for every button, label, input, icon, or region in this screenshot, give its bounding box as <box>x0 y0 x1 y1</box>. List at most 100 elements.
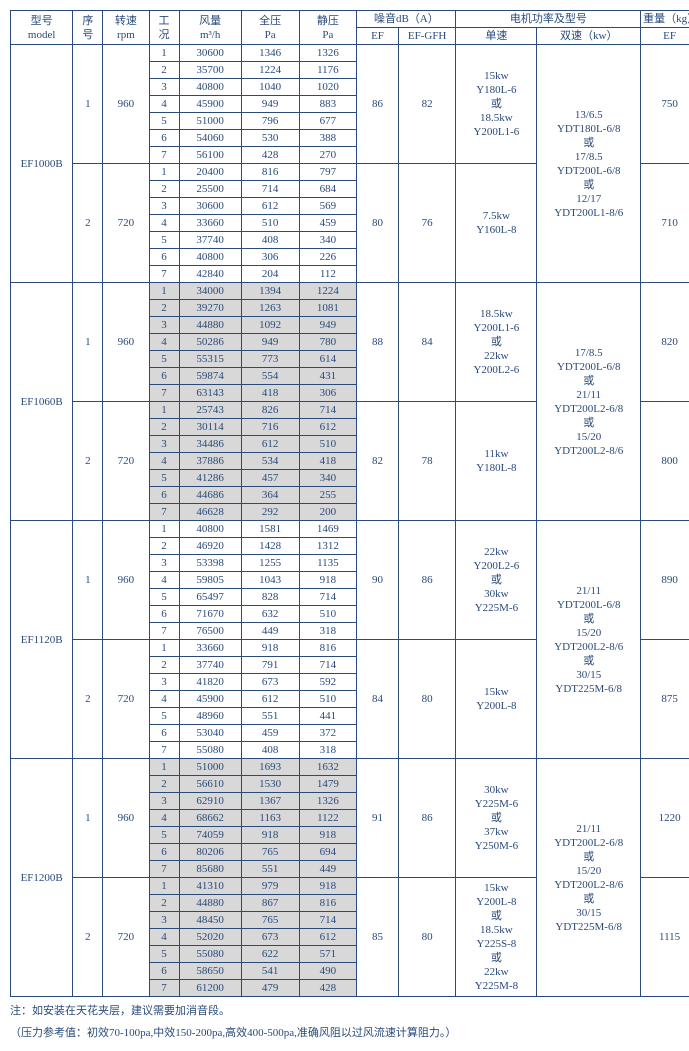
hdr-ss: 双速（kw） <box>537 28 641 45</box>
cell-gk: 6 <box>149 368 179 385</box>
cell-fl: 40800 <box>179 249 241 266</box>
cell-fl: 45900 <box>179 96 241 113</box>
hdr-jy: 静压Pa <box>299 11 357 45</box>
cell-gk: 4 <box>149 334 179 351</box>
cell-ds: 18.5kwY200L1-6或22kwY200L2-6 <box>456 283 537 402</box>
cell-fl: 53040 <box>179 725 241 742</box>
cell-qy: 479 <box>241 980 299 997</box>
cell-gfh: 76 <box>398 164 456 283</box>
cell-jy: 510 <box>299 436 357 453</box>
cell-jy: 684 <box>299 181 357 198</box>
cell-gk: 6 <box>149 249 179 266</box>
cell-gk: 5 <box>149 827 179 844</box>
hdr-model: 型号model <box>11 11 73 45</box>
cell-gk: 3 <box>149 793 179 810</box>
cell-xh: 1 <box>73 283 103 402</box>
cell-qy: 796 <box>241 113 299 130</box>
cell-qy: 826 <box>241 402 299 419</box>
cell-fl: 51000 <box>179 759 241 776</box>
table-row: EF1000B196013060013461326868215kwY180L-6… <box>11 45 689 62</box>
footnote-1: 注：如安装在天花夹层，建议需要加消音段。 <box>10 1003 689 1019</box>
cell-jy: 918 <box>299 572 357 589</box>
table-body: EF1000B196013060013461326868215kwY180L-6… <box>11 45 689 997</box>
cell-qy: 306 <box>241 249 299 266</box>
cell-qy: 773 <box>241 351 299 368</box>
cell-fl: 34000 <box>179 283 241 300</box>
cell-fl: 30114 <box>179 419 241 436</box>
cell-jy: 1326 <box>299 793 357 810</box>
cell-qy: 828 <box>241 589 299 606</box>
cell-qy: 791 <box>241 657 299 674</box>
cell-wt: 750 <box>641 45 689 164</box>
cell-jy: 340 <box>299 232 357 249</box>
cell-gk: 4 <box>149 572 179 589</box>
cell-gk: 5 <box>149 589 179 606</box>
cell-ef: 86 <box>357 45 399 164</box>
cell-fl: 48960 <box>179 708 241 725</box>
cell-wt: 890 <box>641 521 689 640</box>
hdr-motor: 电机功率及型号 <box>456 11 641 28</box>
cell-jy: 714 <box>299 402 357 419</box>
cell-ds: 30kwY225M-6或37kwY250M-6 <box>456 759 537 878</box>
cell-gfh: 82 <box>398 45 456 164</box>
cell-jy: 318 <box>299 742 357 759</box>
cell-fl: 40800 <box>179 521 241 538</box>
cell-qy: 816 <box>241 164 299 181</box>
cell-fl: 42840 <box>179 266 241 283</box>
cell-xh: 1 <box>73 759 103 878</box>
cell-rpm: 960 <box>103 521 149 640</box>
cell-qy: 408 <box>241 232 299 249</box>
cell-jy: 200 <box>299 504 357 521</box>
cell-qy: 541 <box>241 963 299 980</box>
cell-jy: 1326 <box>299 45 357 62</box>
cell-model: EF1000B <box>11 45 73 283</box>
cell-ef: 90 <box>357 521 399 640</box>
cell-ss: 13/6.5YDT180L-6/8或17/8.5YDT200L-6/8或12/1… <box>537 45 641 283</box>
cell-qy: 867 <box>241 895 299 912</box>
cell-qy: 459 <box>241 725 299 742</box>
cell-jy: 441 <box>299 708 357 725</box>
cell-fl: 33660 <box>179 640 241 657</box>
cell-jy: 614 <box>299 351 357 368</box>
cell-jy: 270 <box>299 147 357 164</box>
cell-jy: 1632 <box>299 759 357 776</box>
cell-qy: 457 <box>241 470 299 487</box>
cell-fl: 39270 <box>179 300 241 317</box>
cell-qy: 632 <box>241 606 299 623</box>
cell-fl: 46628 <box>179 504 241 521</box>
cell-gk: 1 <box>149 521 179 538</box>
cell-fl: 45900 <box>179 691 241 708</box>
cell-fl: 68662 <box>179 810 241 827</box>
cell-jy: 612 <box>299 929 357 946</box>
cell-qy: 673 <box>241 929 299 946</box>
cell-fl: 53398 <box>179 555 241 572</box>
cell-gk: 3 <box>149 198 179 215</box>
cell-gk: 1 <box>149 402 179 419</box>
cell-jy: 1312 <box>299 538 357 555</box>
cell-jy: 255 <box>299 487 357 504</box>
cell-jy: 694 <box>299 844 357 861</box>
cell-jy: 949 <box>299 317 357 334</box>
cell-gk: 7 <box>149 623 179 640</box>
cell-gk: 6 <box>149 963 179 980</box>
cell-fl: 44880 <box>179 895 241 912</box>
cell-gk: 5 <box>149 351 179 368</box>
cell-qy: 204 <box>241 266 299 283</box>
cell-jy: 510 <box>299 606 357 623</box>
cell-gk: 5 <box>149 946 179 963</box>
cell-jy: 510 <box>299 691 357 708</box>
cell-gk: 7 <box>149 861 179 878</box>
cell-qy: 979 <box>241 878 299 895</box>
cell-qy: 554 <box>241 368 299 385</box>
cell-jy: 428 <box>299 980 357 997</box>
cell-qy: 714 <box>241 181 299 198</box>
hdr-rpm: 转速rpm <box>103 11 149 45</box>
cell-qy: 408 <box>241 742 299 759</box>
hdr-gfh: EF-GFH <box>398 28 456 45</box>
cell-qy: 949 <box>241 96 299 113</box>
cell-gk: 4 <box>149 810 179 827</box>
cell-fl: 55080 <box>179 742 241 759</box>
cell-fl: 25743 <box>179 402 241 419</box>
cell-qy: 1367 <box>241 793 299 810</box>
cell-gk: 6 <box>149 725 179 742</box>
